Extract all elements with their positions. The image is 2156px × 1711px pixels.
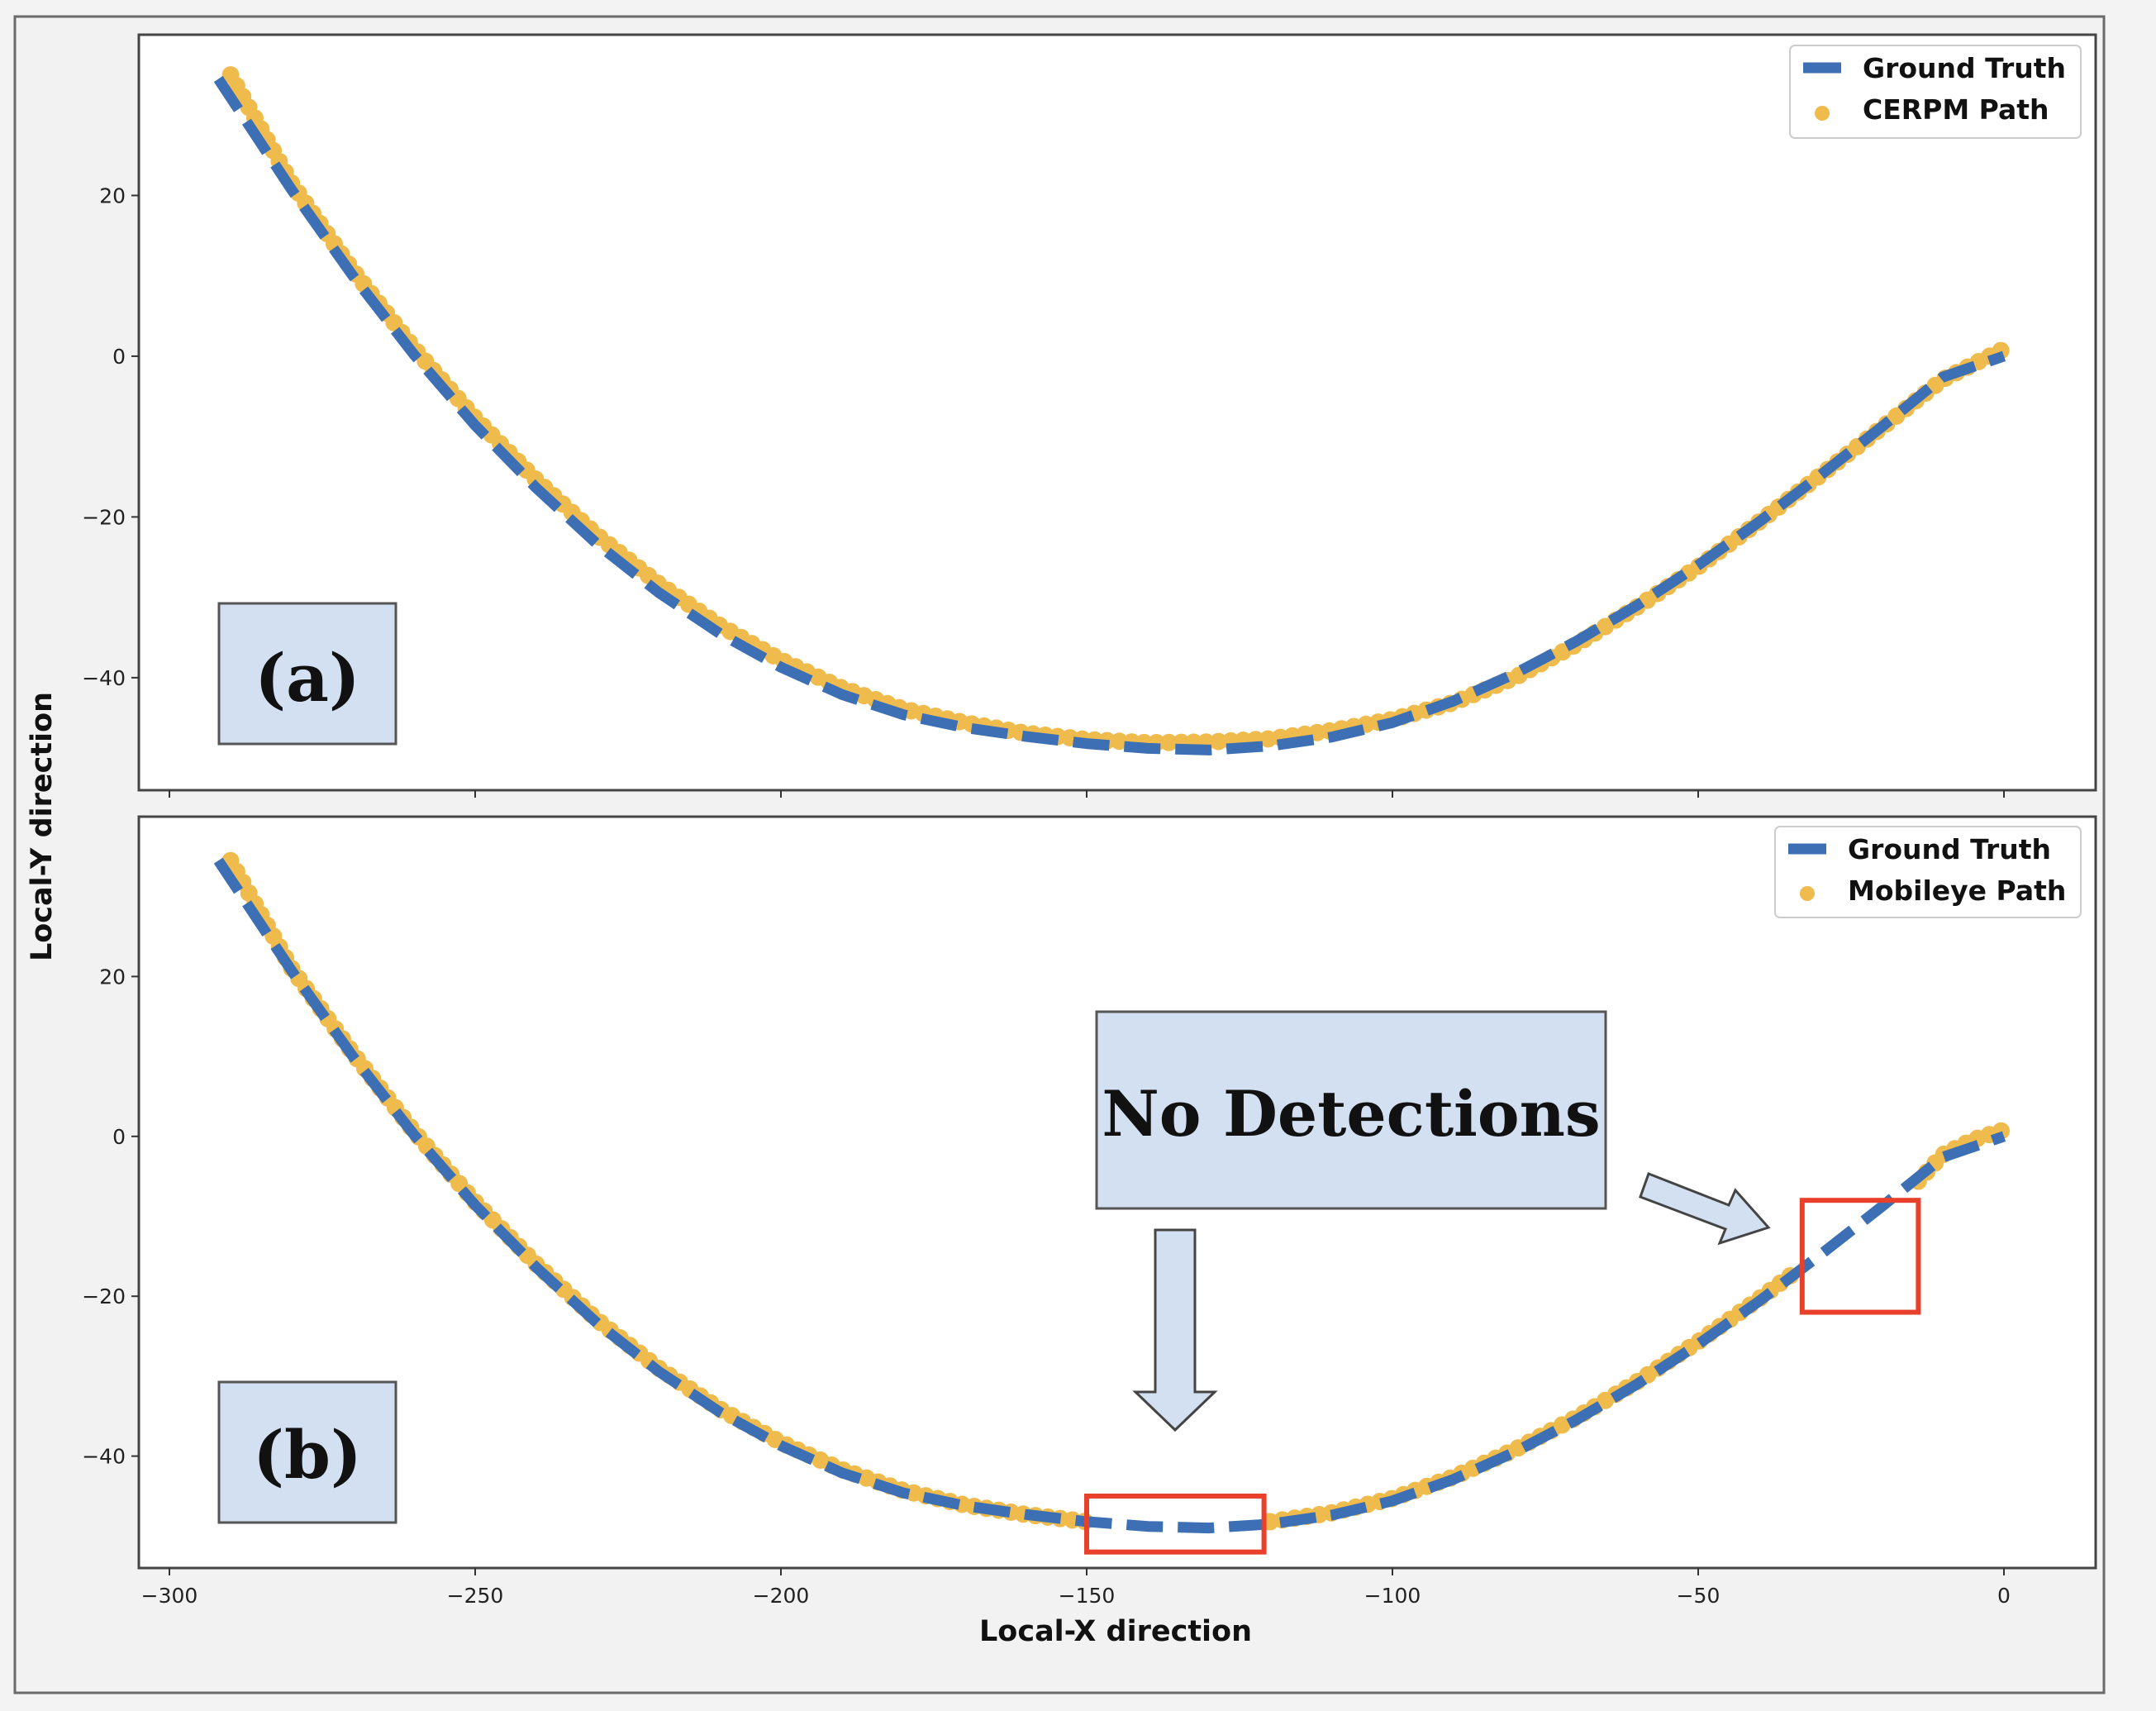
legend-label-cerpm-path: CERPM Path — [1863, 93, 2049, 126]
chart-panel-b: 20 0 −20 −40 −300 −250 −200 −150 −100 −50 0 (b) G… — [82, 815, 2097, 1608]
y-axis-a: 20 0 −20 −40 — [82, 183, 139, 690]
ground-truth-line-b — [213, 857, 2006, 1534]
x-axis-b: −300 −250 −200 −150 −100 −50 0 — [141, 1568, 2011, 1608]
x-tick-label-5: −50 — [1677, 1584, 1721, 1608]
panel-label-b: (b) — [253, 1416, 362, 1494]
callout-text: No Detections — [1102, 1077, 1600, 1151]
x-tick-label-4: −100 — [1364, 1584, 1421, 1608]
arrow-right-icon — [1639, 1172, 1771, 1246]
y-tick-label-b-2: −20 — [82, 1284, 126, 1308]
callout-box — [1095, 1010, 1607, 1210]
x-tick-label-3: −150 — [1059, 1584, 1116, 1608]
legend-swatch-cerpm-path — [1815, 106, 1830, 121]
y-tick-label-b-1: 0 — [112, 1125, 126, 1149]
y-axis-title: Local-Y direction — [26, 692, 59, 961]
legend-swatch-mobileye-path — [1800, 886, 1815, 901]
no-detections-callout: No Detections — [1095, 1010, 1607, 1210]
series-group-b — [213, 851, 2013, 1534]
y-tick-label-a-2: −20 — [82, 505, 126, 529]
legend-frame-a — [1789, 45, 2082, 139]
legend-label-mobileye-path: Mobileye Path — [1848, 875, 2066, 907]
x-tick-label-1: −250 — [447, 1584, 504, 1608]
legend-label-ground-truth-b: Ground Truth — [1848, 833, 2051, 865]
x-tick-label-2: −200 — [753, 1584, 810, 1608]
no-detection-regions — [1084, 1198, 1921, 1555]
panel-label-a: (a) — [255, 639, 360, 717]
ground-truth-line-a — [213, 75, 2006, 755]
y-tick-label-a-3: −40 — [82, 666, 126, 690]
y-axis-b: 20 0 −20 −40 — [82, 965, 139, 1469]
legend-label-ground-truth-a: Ground Truth — [1863, 52, 2066, 84]
panel-label-box-b: (b) — [217, 1380, 397, 1524]
x-tick-label-0: −300 — [141, 1584, 198, 1608]
x-tick-label-6: 0 — [1997, 1584, 2011, 1608]
series-group-a — [213, 66, 2013, 755]
y-tick-label-a-1: 0 — [112, 345, 126, 369]
y-tick-label-b-3: −40 — [82, 1445, 126, 1469]
legend-a: Ground Truth CERPM Path — [1789, 45, 2082, 139]
y-tick-label-a-0: 20 — [99, 183, 126, 207]
no-detection-box-0 — [1084, 1493, 1267, 1555]
arrow-down-icon — [1132, 1228, 1218, 1432]
chart-panel-a: 20 0 −20 −40 (a) Ground Truth CERPM Path — [82, 33, 2097, 798]
legend-b: Ground Truth Mobileye Path — [1774, 826, 2082, 918]
legend-frame-b — [1774, 826, 2082, 918]
x-axis-title: Local-X direction — [979, 1615, 1252, 1648]
panel-label-box-a: (a) — [217, 602, 397, 746]
y-tick-label-b-0: 20 — [99, 965, 126, 989]
plot-area-a — [137, 33, 2097, 792]
no-detection-box-1 — [1799, 1198, 1921, 1315]
x-axis-a — [169, 790, 2005, 798]
